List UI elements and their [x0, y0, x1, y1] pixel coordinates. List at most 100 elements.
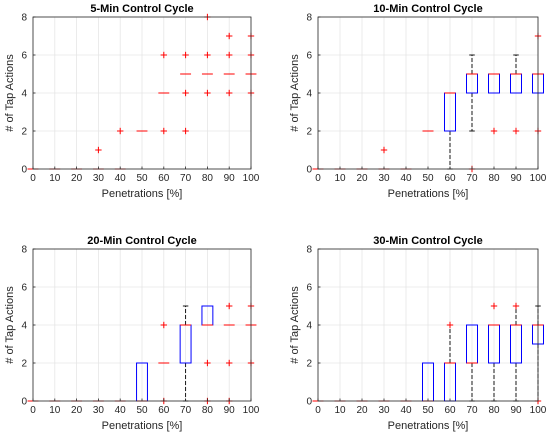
- y-tick-label: 0: [21, 165, 27, 176]
- outlier-marker: [160, 127, 167, 135]
- outlier-marker: [226, 89, 233, 97]
- y-tick-label: 4: [21, 89, 27, 100]
- x-tick-label: 60: [158, 405, 170, 416]
- x-tick-label: 40: [115, 405, 127, 416]
- x-tick-label: 90: [224, 173, 236, 184]
- box-80: [488, 324, 500, 402]
- chart-panel-3: 0 10 20 30 40 50 60 70 80 90 100 0 2 4 6 8 20-Min Contro…: [4, 235, 260, 432]
- y-axis-label: # of Tap Actions: [289, 54, 301, 132]
- x-tick-label: 50: [136, 173, 148, 184]
- x-tick-label: 80: [488, 405, 500, 416]
- outlier-marker: [226, 51, 233, 59]
- outlier-marker: [182, 51, 189, 59]
- outlier-marker: [182, 127, 189, 135]
- outlier-marker: [226, 359, 233, 367]
- x-tick-label: 40: [400, 405, 412, 416]
- x-tick-label: 60: [444, 173, 456, 184]
- y-tick-label: 2: [21, 127, 27, 138]
- x-tick-label: 20: [356, 405, 368, 416]
- x-tick-label: 40: [400, 173, 412, 184]
- y-tick-label: 8: [306, 13, 312, 24]
- outlier-marker: [512, 127, 520, 135]
- y-tick-label: 6: [306, 283, 312, 294]
- outliers: [95, 13, 255, 154]
- x-tick-label: 90: [510, 173, 522, 184]
- x-tick-label: 10: [49, 405, 61, 416]
- y-axis-label: # of Tap Actions: [4, 54, 16, 132]
- x-tick-label: 0: [30, 405, 36, 416]
- x-tick-label: 30: [93, 405, 105, 416]
- outlier-marker: [182, 89, 189, 97]
- outlier-marker: [446, 321, 454, 329]
- x-tick-label: 10: [49, 173, 61, 184]
- outlier-marker: [117, 127, 124, 135]
- x-tick-label: 90: [510, 405, 522, 416]
- y-tick-label: 2: [306, 359, 312, 370]
- y-tick-label: 6: [21, 51, 27, 62]
- y-tick-label: 0: [306, 397, 312, 408]
- outlier-marker: [380, 146, 388, 154]
- x-tick-label: 60: [444, 405, 456, 416]
- x-axis-label: Penetrations [%]: [102, 188, 183, 200]
- y-tick-label: 4: [306, 321, 312, 332]
- outlier-marker: [160, 321, 167, 329]
- x-tick-label: 80: [202, 405, 214, 416]
- x-tick-label: 70: [180, 173, 192, 184]
- x-tick-label: 20: [71, 405, 83, 416]
- x-tick-label: 90: [224, 405, 236, 416]
- x-tick-label: 60: [158, 173, 170, 184]
- x-tick-label: 70: [466, 405, 478, 416]
- outlier-marker: [226, 32, 233, 40]
- x-tick-label: 10: [334, 173, 346, 184]
- x-tick-label: 40: [115, 173, 127, 184]
- chart-title: 10-Min Control Cycle: [373, 3, 482, 15]
- x-tick-label: 70: [466, 173, 478, 184]
- x-tick-label: 20: [356, 173, 368, 184]
- x-tick-label: 30: [378, 173, 390, 184]
- x-tick-label: 30: [93, 173, 105, 184]
- x-tick-label: 70: [180, 405, 192, 416]
- box-70: [466, 54, 478, 132]
- x-tick-label: 100: [243, 173, 260, 184]
- box-70: [466, 324, 478, 402]
- x-axis-label: Penetrations [%]: [102, 420, 183, 432]
- outlier-marker: [490, 302, 498, 310]
- box-90: [510, 54, 522, 94]
- x-tick-label: 50: [422, 405, 434, 416]
- x-tick-label: 50: [136, 405, 148, 416]
- y-tick-label: 4: [21, 321, 27, 332]
- chart-title: 20-Min Control Cycle: [87, 235, 196, 247]
- outlier-marker: [226, 302, 233, 310]
- y-tick-label: 6: [21, 283, 27, 294]
- x-tick-label: 80: [488, 173, 500, 184]
- x-axis-label: Penetrations [%]: [388, 420, 469, 432]
- chart-title: 30-Min Control Cycle: [373, 235, 482, 247]
- outlier-marker: [204, 51, 211, 59]
- x-tick-label: 10: [334, 405, 346, 416]
- y-tick-label: 2: [306, 127, 312, 138]
- y-tick-label: 8: [306, 245, 312, 256]
- x-tick-label: 0: [30, 173, 36, 184]
- x-tick-label: 100: [530, 173, 547, 184]
- box-80: [201, 305, 214, 326]
- y-axis-label: # of Tap Actions: [4, 286, 16, 364]
- x-tick-label: 100: [530, 405, 547, 416]
- y-tick-label: 6: [306, 51, 312, 62]
- chart-panel-2: 0 10 20 30 40 50 60 70 80 90 100 0 2 4 6 8 10-Min Contro…: [289, 3, 547, 200]
- outlier-marker: [204, 89, 211, 97]
- chart-panel-1: 0 10 20 30 40 50 60 70 80 90 100 0 2 4 6 8 5-Min Control…: [4, 3, 260, 200]
- y-tick-label: 0: [306, 165, 312, 176]
- outlier-marker: [204, 359, 211, 367]
- outlier-marker: [95, 146, 102, 154]
- y-axis-label: # of Tap Actions: [289, 286, 301, 364]
- box-80: [488, 73, 500, 94]
- x-tick-label: 0: [315, 173, 321, 184]
- x-tick-label: 100: [243, 405, 260, 416]
- x-tick-label: 20: [71, 173, 83, 184]
- x-axis-label: Penetrations [%]: [388, 188, 469, 200]
- y-tick-label: 8: [21, 245, 27, 256]
- chart-panel-4: 0 10 20 30 40 50 60 70 80 90 100 0 2 4 6 8 30-Min Contro…: [289, 235, 547, 432]
- outlier-marker: [490, 127, 498, 135]
- outlier-marker: [512, 302, 520, 310]
